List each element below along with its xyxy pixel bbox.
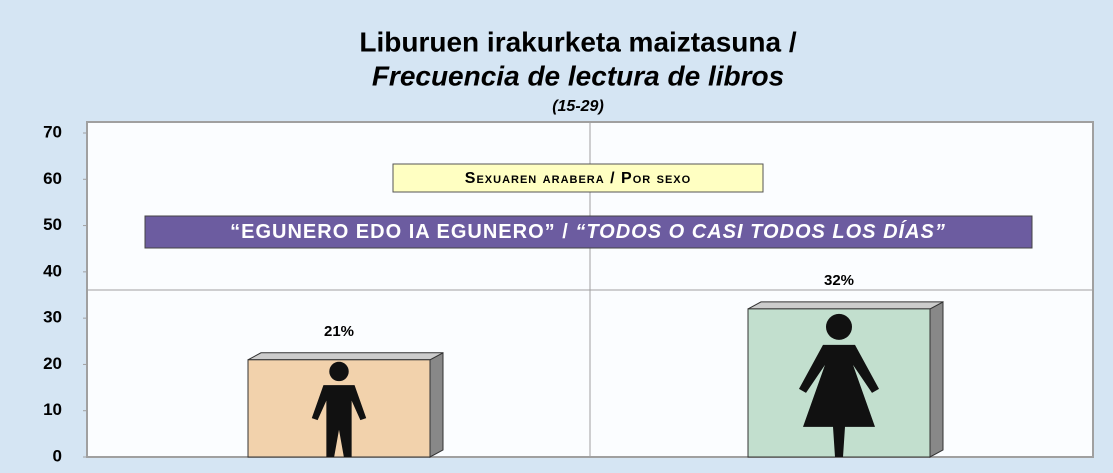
y-tick-label: 10 bbox=[43, 400, 62, 419]
chart-subtitle: Frecuencia de lectura de libros bbox=[372, 60, 784, 91]
icon bbox=[329, 361, 349, 382]
bar-top bbox=[747, 301, 944, 310]
annotation-box bbox=[392, 163, 764, 193]
icon bbox=[826, 313, 852, 340]
annotation-part: “TODOS O CASI TODOS LOS DÍAS” bbox=[575, 220, 946, 243]
chart-title: Liburuen irakurketa maiztasuna / bbox=[359, 26, 796, 57]
y-tick-label: 30 bbox=[43, 308, 62, 327]
y-tick-label: 60 bbox=[43, 169, 62, 188]
data-label: 32% bbox=[824, 272, 854, 289]
icon bbox=[799, 344, 879, 457]
y-tick-label: 50 bbox=[43, 215, 62, 234]
annotation-part: “EGUNERO EDO IA EGUNERO” / bbox=[230, 221, 569, 243]
annotation: Sexuaren arabera / Por sexo bbox=[465, 170, 691, 187]
bar-side bbox=[929, 301, 944, 458]
annotation-box bbox=[144, 215, 1033, 249]
annotation: “EGUNERO EDO IA EGUNERO” / “TODOS O CASI… bbox=[230, 220, 946, 243]
data-label: 21% bbox=[324, 323, 354, 340]
y-tick-label: 70 bbox=[43, 122, 62, 141]
bar-side bbox=[429, 351, 444, 458]
y-tick-label: 0 bbox=[53, 446, 62, 465]
y-tick-label: 20 bbox=[43, 354, 62, 373]
y-tick-label: 40 bbox=[43, 261, 62, 280]
icon bbox=[311, 385, 367, 457]
bar-top bbox=[247, 352, 444, 361]
chart-subtitle: (15-29) bbox=[552, 98, 604, 115]
